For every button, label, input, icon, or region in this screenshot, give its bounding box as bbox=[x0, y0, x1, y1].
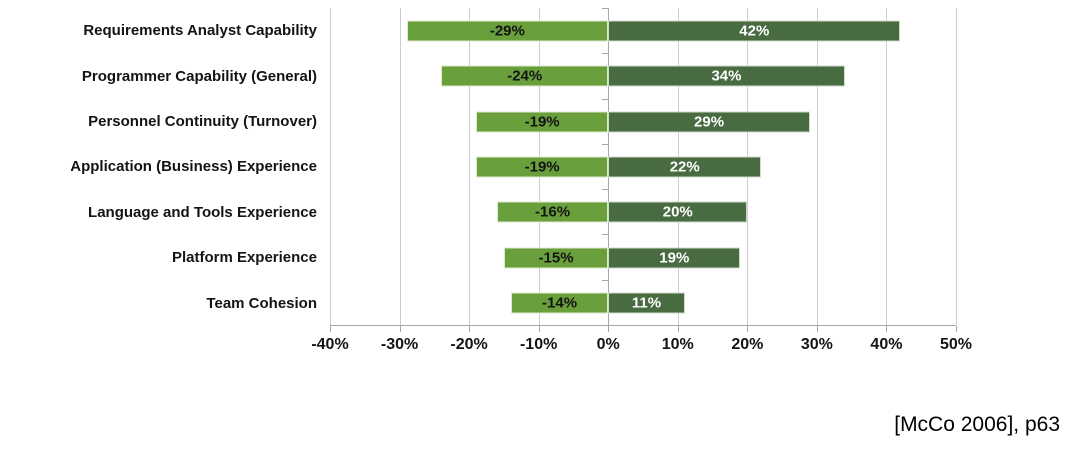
negative-value-label: -15% bbox=[538, 249, 574, 267]
positive-value-label: 29% bbox=[694, 113, 725, 131]
gridline bbox=[956, 8, 957, 325]
positive-bar: 19% bbox=[608, 247, 741, 269]
chart-rows: Requirements Analyst Capability -29% 42% Pr… bbox=[0, 8, 956, 326]
positive-value-label: 22% bbox=[669, 158, 700, 176]
positive-bar: 29% bbox=[608, 111, 810, 133]
x-tick-label: 40% bbox=[870, 336, 903, 353]
category-tick bbox=[602, 8, 609, 9]
axis-tick bbox=[886, 326, 888, 332]
category-tick bbox=[602, 234, 609, 236]
positive-bar: 20% bbox=[608, 201, 748, 223]
category-tick bbox=[602, 53, 609, 55]
x-tick-label: 10% bbox=[661, 336, 694, 353]
axis-tick bbox=[747, 326, 749, 332]
negative-bar: -16% bbox=[496, 201, 609, 223]
axis-tick bbox=[538, 326, 540, 332]
category-label: Language and Tools Experience bbox=[88, 203, 317, 221]
negative-bar: -15% bbox=[503, 247, 609, 269]
chart-row: Requirements Analyst Capability -29% 42% bbox=[0, 8, 956, 53]
axis-tick bbox=[677, 326, 679, 332]
negative-value-label: -19% bbox=[524, 113, 560, 131]
category-label: Platform Experience bbox=[171, 249, 317, 267]
x-tick-label: 30% bbox=[800, 336, 833, 353]
gridline bbox=[816, 8, 818, 325]
category-tick bbox=[602, 98, 609, 100]
negative-value-label: -16% bbox=[535, 203, 571, 221]
chart-row: Platform Experience -15% 19% bbox=[0, 235, 956, 280]
gridline bbox=[886, 8, 888, 325]
bar-zone: -19% 29% bbox=[330, 99, 956, 144]
x-tick-label: 20% bbox=[731, 336, 764, 353]
chart-row: Team Cohesion -14% 11% bbox=[0, 281, 956, 326]
axis-tick bbox=[608, 326, 610, 332]
negative-bar: -14% bbox=[510, 292, 609, 314]
axis-tick bbox=[816, 326, 818, 332]
negative-bar: -19% bbox=[476, 111, 609, 133]
axis-tick bbox=[956, 326, 957, 332]
positive-value-label: 34% bbox=[711, 67, 742, 85]
x-tick-label: 50% bbox=[939, 336, 973, 353]
gridline bbox=[330, 8, 331, 325]
x-tick-label: -30% bbox=[380, 336, 419, 353]
category-label: Requirements Analyst Capability bbox=[83, 22, 317, 40]
category-label: Programmer Capability (General) bbox=[81, 67, 317, 85]
chart-row: Application (Business) Experience -19% 22% bbox=[0, 144, 956, 189]
bar-zone: -29% 42% bbox=[330, 8, 956, 53]
positive-bar: 34% bbox=[608, 65, 845, 87]
chart-row: Programmer Capability (General) -24% 34% bbox=[0, 53, 956, 98]
bar-zone: -24% 34% bbox=[330, 53, 956, 98]
x-tick-label: -40% bbox=[311, 336, 349, 353]
category-tick bbox=[602, 279, 609, 281]
category-tick bbox=[602, 143, 609, 145]
gridline bbox=[469, 8, 471, 325]
source-citation: [McCo 2006], p63 bbox=[894, 413, 1060, 436]
negative-value-label: -19% bbox=[524, 158, 560, 176]
negative-bar: -29% bbox=[406, 20, 609, 42]
bar-zone: -15% 19% bbox=[330, 235, 956, 280]
gridline bbox=[399, 8, 401, 325]
axis-tick bbox=[330, 326, 331, 332]
negative-value-label: -14% bbox=[542, 294, 578, 312]
axis-tick bbox=[469, 326, 471, 332]
bar-zone: -19% 22% bbox=[330, 144, 956, 189]
axis-tick bbox=[399, 326, 401, 332]
positive-value-label: 20% bbox=[662, 203, 693, 221]
negative-value-label: -29% bbox=[489, 22, 525, 40]
negative-value-label: -24% bbox=[507, 67, 543, 85]
positive-value-label: 19% bbox=[659, 249, 690, 267]
negative-bar: -24% bbox=[441, 65, 609, 87]
bar-zone: -16% 20% bbox=[330, 190, 956, 235]
negative-bar: -19% bbox=[476, 156, 609, 178]
x-tick-label: 0% bbox=[596, 336, 620, 353]
category-tick bbox=[602, 189, 609, 191]
positive-value-label: 11% bbox=[631, 294, 662, 312]
category-label: Application (Business) Experience bbox=[70, 158, 317, 176]
x-tick-label: -10% bbox=[519, 336, 558, 353]
category-label: Team Cohesion bbox=[206, 294, 317, 312]
positive-bar: 22% bbox=[608, 156, 762, 178]
x-axis-tick-labels: -40% -30% -20% -10% 0% 10% 20% 30% 40% 50% bbox=[311, 336, 972, 356]
chart-row: Language and Tools Experience -16% 20% bbox=[0, 190, 956, 235]
positive-bar: 42% bbox=[608, 20, 901, 42]
x-tick-label: -20% bbox=[450, 336, 488, 353]
positive-value-label: 42% bbox=[739, 22, 770, 40]
positive-bar: 11% bbox=[608, 292, 685, 314]
chart-row: Personnel Continuity (Turnover) -19% 29% bbox=[0, 99, 956, 144]
category-label: Personnel Continuity (Turnover) bbox=[88, 113, 317, 131]
bar-zone: -14% 11% bbox=[330, 281, 956, 326]
